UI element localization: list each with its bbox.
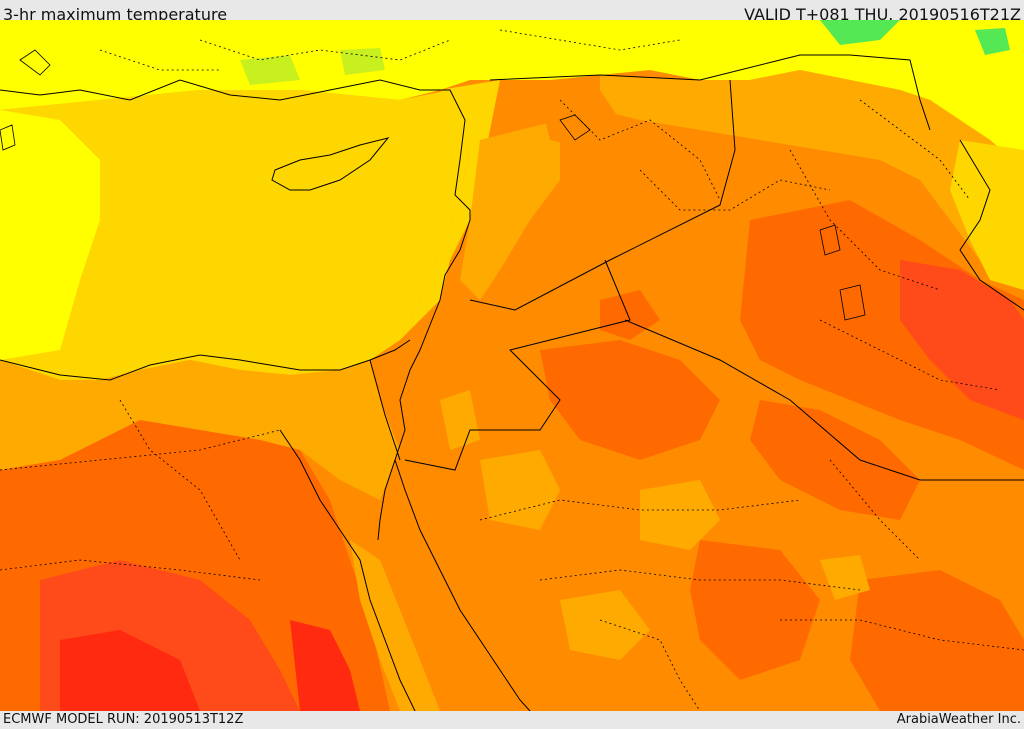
temp-zone-levant-coast: [400, 80, 500, 340]
temp-zone-east-arabia: [850, 570, 1024, 711]
cyprus-outline: [271, 137, 390, 191]
temp-zone-north-iraq: [600, 70, 1024, 270]
coastline-north: [0, 79, 471, 220]
temp-zone-red-sea-coast-hot: [290, 620, 360, 711]
temp-zone-mesopotamia: [740, 200, 1024, 470]
lake-tharthar: [819, 224, 841, 256]
temp-zone-lime-1: [240, 55, 300, 85]
temp-zone-patch-1: [600, 290, 660, 340]
temperature-map[interactable]: [0, 20, 1024, 711]
temp-zone-north-arabia: [540, 340, 720, 460]
temp-zone-patch-3: [560, 590, 650, 660]
border-turkey-syria-iraq: [489, 54, 931, 131]
header-bar: 3-hr maximum temperature VALID T+081 THU…: [0, 0, 1024, 24]
border-jordan-saudi: [404, 259, 631, 471]
temp-zone-hejaz-north: [480, 450, 560, 530]
mediterranean-sea: [0, 90, 470, 380]
temp-zone-central-arabia: [750, 400, 920, 520]
temp-zone-egypt-hot: [60, 630, 200, 711]
temp-zone-zagros-gold: [950, 140, 1024, 290]
border-egypt-israel: [369, 359, 401, 461]
coastline-red-sea-east: [394, 459, 531, 711]
temp-zone-southern-iraq: [900, 260, 1024, 420]
coastline-egypt: [0, 339, 411, 381]
aegean-island-2: [0, 124, 16, 151]
temp-zone-dead-sea: [440, 390, 480, 450]
temp-zone-yellow-north: [0, 20, 1024, 170]
map-title: 3-hr maximum temperature: [3, 5, 228, 24]
credit: ArabiaWeather Inc.: [896, 712, 1021, 727]
model-run: ECMWF MODEL RUN: 20190513T12Z: [3, 712, 244, 727]
valid-time: VALID T+081 THU. 20190516T21Z: [744, 5, 1021, 24]
temp-zone-levant-inland: [460, 120, 560, 300]
temp-zone-lime-2: [340, 48, 385, 75]
temp-zone-patch-4: [820, 555, 870, 600]
coastline-red-sea-west: [279, 429, 416, 711]
aegean-island-1: [19, 49, 51, 76]
coastline-levant: [377, 219, 471, 541]
temp-zone-najd: [690, 540, 820, 680]
lake-razazza: [839, 284, 866, 321]
footer-bar: ECMWF MODEL RUN: 20190513T12Z ArabiaWeat…: [0, 711, 1024, 729]
provincial-borders: [0, 29, 1024, 711]
temp-zone-yellow-west: [0, 110, 100, 360]
red-sea: [350, 540, 440, 711]
border-syria-iraq-jordan: [469, 79, 736, 311]
temp-zone-green-north: [820, 20, 900, 45]
border-iraq-saudi: [624, 319, 1024, 481]
temp-zone-green-northeast: [975, 28, 1010, 55]
lake-assad: [559, 114, 591, 141]
temp-zone-patch-2: [640, 480, 720, 550]
coastline-zagros: [959, 139, 1024, 311]
